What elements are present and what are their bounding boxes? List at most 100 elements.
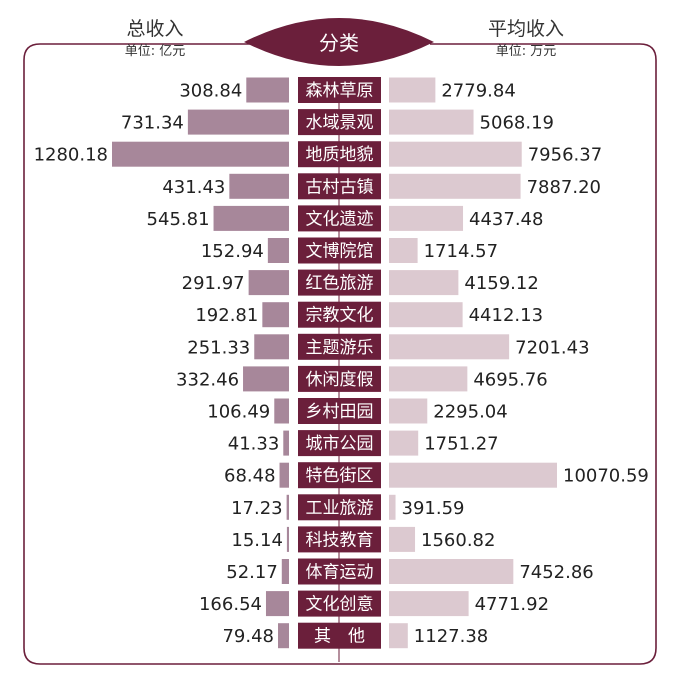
left-value-label: 106.49 xyxy=(207,402,270,423)
right-bar xyxy=(389,141,522,167)
category-label: 古村古镇 xyxy=(306,177,374,197)
right-value-label: 391.59 xyxy=(402,498,465,519)
left-bar xyxy=(265,591,289,617)
left-bar xyxy=(243,366,289,392)
left-value-label: 79.48 xyxy=(222,626,274,647)
left-value-label: 152.94 xyxy=(201,241,264,262)
left-value-label: 332.46 xyxy=(176,369,239,390)
right-bar xyxy=(389,366,468,392)
left-value-label: 291.97 xyxy=(182,273,245,294)
left-value-label: 68.48 xyxy=(224,466,276,487)
category-header-title: 分类 xyxy=(319,31,359,55)
right-bar xyxy=(389,526,416,552)
right-axis-title: 平均收入 xyxy=(487,18,564,40)
right-value-label: 1560.82 xyxy=(421,530,495,551)
left-bar xyxy=(281,559,289,584)
right-bar xyxy=(389,270,459,296)
left-value-label: 731.34 xyxy=(121,113,184,134)
left-bar xyxy=(279,462,289,488)
category-label-box xyxy=(298,109,381,136)
left-bar xyxy=(246,77,289,103)
category-label-box xyxy=(298,205,381,232)
category-label-box xyxy=(298,622,381,649)
category-label-box xyxy=(298,77,381,103)
category-label: 文化创意 xyxy=(306,595,374,615)
category-label: 特色街区 xyxy=(306,466,374,486)
right-axis-unit: 单位: 万元 xyxy=(495,44,557,59)
category-label: 主题游乐 xyxy=(306,338,374,358)
category-label: 宗教文化 xyxy=(306,306,374,326)
right-value-label: 1751.27 xyxy=(424,434,498,455)
right-bar xyxy=(389,430,419,456)
right-value-label: 1714.57 xyxy=(424,241,498,262)
category-label-box xyxy=(298,558,381,585)
category-label-box xyxy=(298,398,381,424)
right-value-label: 4412.13 xyxy=(469,305,543,326)
category-label-box xyxy=(298,333,381,360)
right-bar xyxy=(389,398,428,424)
right-value-label: 2295.04 xyxy=(433,402,507,423)
right-bar xyxy=(389,302,463,328)
category-label-box xyxy=(298,365,381,392)
category-label: 森林草原 xyxy=(306,81,374,101)
left-axis-unit: 单位: 亿元 xyxy=(124,44,186,59)
left-axis-title: 总收入 xyxy=(126,18,184,40)
left-value-label: 166.54 xyxy=(199,594,262,615)
right-bar xyxy=(389,494,396,520)
right-bar xyxy=(389,559,514,584)
category-label: 其 他 xyxy=(314,627,365,647)
left-value-label: 431.43 xyxy=(162,177,225,198)
category-label: 红色旅游 xyxy=(306,274,374,294)
category-label-box xyxy=(298,237,381,264)
left-bar xyxy=(262,302,289,328)
left-value-label: 52.17 xyxy=(226,562,278,583)
right-value-label: 4437.48 xyxy=(469,209,543,230)
left-value-label: 15.14 xyxy=(231,530,283,551)
category-label-box xyxy=(298,462,381,489)
category-label-box xyxy=(298,301,381,328)
left-bar xyxy=(229,173,289,199)
right-value-label: 7887.20 xyxy=(527,177,601,198)
category-label-box xyxy=(298,526,381,553)
right-value-label: 5068.19 xyxy=(480,113,554,134)
right-bar xyxy=(389,462,557,488)
right-bar xyxy=(389,334,510,360)
left-bar xyxy=(274,398,289,424)
right-bar xyxy=(389,109,474,135)
right-value-label: 10070.59 xyxy=(563,466,649,487)
right-bar xyxy=(389,205,464,231)
left-bar xyxy=(283,430,289,456)
left-value-label: 308.84 xyxy=(179,81,242,102)
category-label: 科技教育 xyxy=(306,530,374,550)
right-bar xyxy=(389,591,469,617)
right-value-label: 7452.86 xyxy=(519,562,593,583)
left-bar xyxy=(187,109,289,135)
category-label: 城市公园 xyxy=(306,434,374,454)
right-value-label: 2779.84 xyxy=(441,81,515,102)
left-value-label: 192.81 xyxy=(195,305,258,326)
right-bar xyxy=(389,623,408,649)
left-value-label: 545.81 xyxy=(147,209,210,230)
left-value-label: 251.33 xyxy=(187,337,250,358)
right-value-label: 7956.37 xyxy=(528,145,602,166)
category-label-box xyxy=(298,141,381,168)
chart-rows: 308.84 森林草原 2779.84 731.34 水域景观 5068.19 1280.1… xyxy=(34,77,649,649)
category-label: 工业旅游 xyxy=(306,498,374,518)
category-label-box xyxy=(298,430,381,457)
category-label-box xyxy=(298,590,381,617)
left-bar xyxy=(286,494,289,520)
right-value-label: 4771.92 xyxy=(475,594,549,615)
category-label-box xyxy=(298,269,381,296)
right-value-label: 4695.76 xyxy=(473,369,547,390)
right-value-label: 7201.43 xyxy=(515,337,589,358)
right-bar xyxy=(389,238,418,263)
left-bar xyxy=(254,334,289,360)
frame-border xyxy=(23,43,657,665)
category-label: 文博院馆 xyxy=(306,242,374,262)
category-label-box xyxy=(298,173,381,200)
right-bar xyxy=(389,173,521,199)
left-bar xyxy=(267,238,289,263)
category-label: 水域景观 xyxy=(306,113,374,133)
left-bar xyxy=(286,526,289,552)
